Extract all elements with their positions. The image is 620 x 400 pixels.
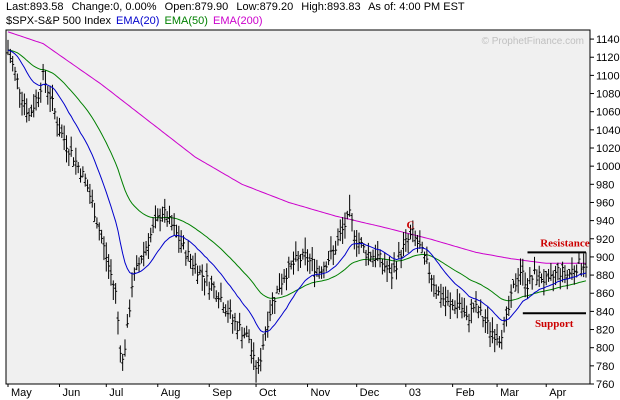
as-of-time: As of: 4:00 PM EST — [368, 1, 465, 13]
y-tick-label: 1080 — [596, 89, 620, 101]
ema20-layer — [7, 49, 587, 333]
high-price: High:893.83 — [301, 1, 361, 13]
ema200-layer — [7, 31, 586, 264]
annotations-layer: C Resistance Support — [407, 219, 590, 330]
ema50-layer — [7, 49, 587, 302]
y-tick-label: 1000 — [596, 161, 620, 173]
x-tick-label: Nov — [311, 387, 331, 399]
y-tick-label: 1060 — [596, 107, 620, 119]
y-tick-label: 860 — [596, 288, 614, 300]
change-value: Change:0, 0.00% — [71, 1, 157, 13]
x-tick-label: Jun — [62, 387, 80, 399]
annotation-resistance: Resistance — [540, 237, 590, 249]
x-tick-label: 03 — [409, 387, 421, 399]
watermark: © ProphetFinance.com — [482, 36, 584, 47]
plot-area — [5, 29, 591, 385]
axes-layer: 760 780 800 820 840 860 880 900 920 940 960 980 1000… — [7, 34, 620, 399]
y-tick-label: 900 — [596, 252, 614, 264]
annotation-c: C — [407, 219, 415, 231]
y-tick-label: 1100 — [596, 70, 620, 82]
y-tick-label: 1020 — [596, 143, 620, 155]
y-tick-label: 1040 — [596, 125, 620, 137]
y-tick-label: 1120 — [596, 52, 620, 64]
y-tick-label: 940 — [596, 216, 614, 228]
x-tick-label: Sep — [212, 387, 232, 399]
ema200-line — [7, 31, 586, 264]
x-tick-label: Oct — [259, 387, 276, 399]
x-tick-label: Aug — [161, 387, 181, 399]
ema50-line — [7, 49, 587, 302]
chart-legend: $SPX-S&P 500 Index EMA(20) EMA(50) EMA(2… — [6, 15, 265, 28]
x-tick-label: May — [11, 387, 32, 399]
y-tick-label: 840 — [596, 306, 614, 318]
x-tick-label: Dec — [360, 387, 380, 399]
legend-ema200: EMA(200) — [212, 15, 263, 27]
y-tick-label: 960 — [596, 197, 614, 209]
y-tick-label: 760 — [596, 379, 614, 391]
y-tick-label: 780 — [596, 361, 614, 373]
y-tick-label: 800 — [596, 343, 614, 355]
x-tick-label: Apr — [549, 387, 566, 399]
price-bars-layer — [6, 39, 588, 383]
x-tick-label: Mar — [500, 387, 519, 399]
low-price: Low:879.20 — [236, 1, 294, 13]
y-tick-label: 980 — [596, 179, 614, 191]
y-tick-label: 1140 — [596, 34, 620, 46]
x-tick-label: Jul — [109, 387, 123, 399]
ema20-line — [7, 49, 587, 333]
legend-symbol: $SPX-S&P 500 Index — [6, 15, 111, 27]
y-tick-label: 880 — [596, 270, 614, 282]
legend-ema50: EMA(50) — [164, 15, 208, 27]
quote-header: Last:893.58 Change:0, 0.00% Open:879.90 … — [6, 1, 616, 15]
x-tick-label: Feb — [456, 387, 475, 399]
y-tick-label: 920 — [596, 234, 614, 246]
y-tick-label: 820 — [596, 325, 614, 337]
open-price: Open:879.90 — [164, 1, 229, 13]
last-price: Last:893.58 — [6, 1, 64, 13]
annotation-support: Support — [535, 318, 574, 330]
legend-ema20: EMA(20) — [116, 15, 160, 27]
